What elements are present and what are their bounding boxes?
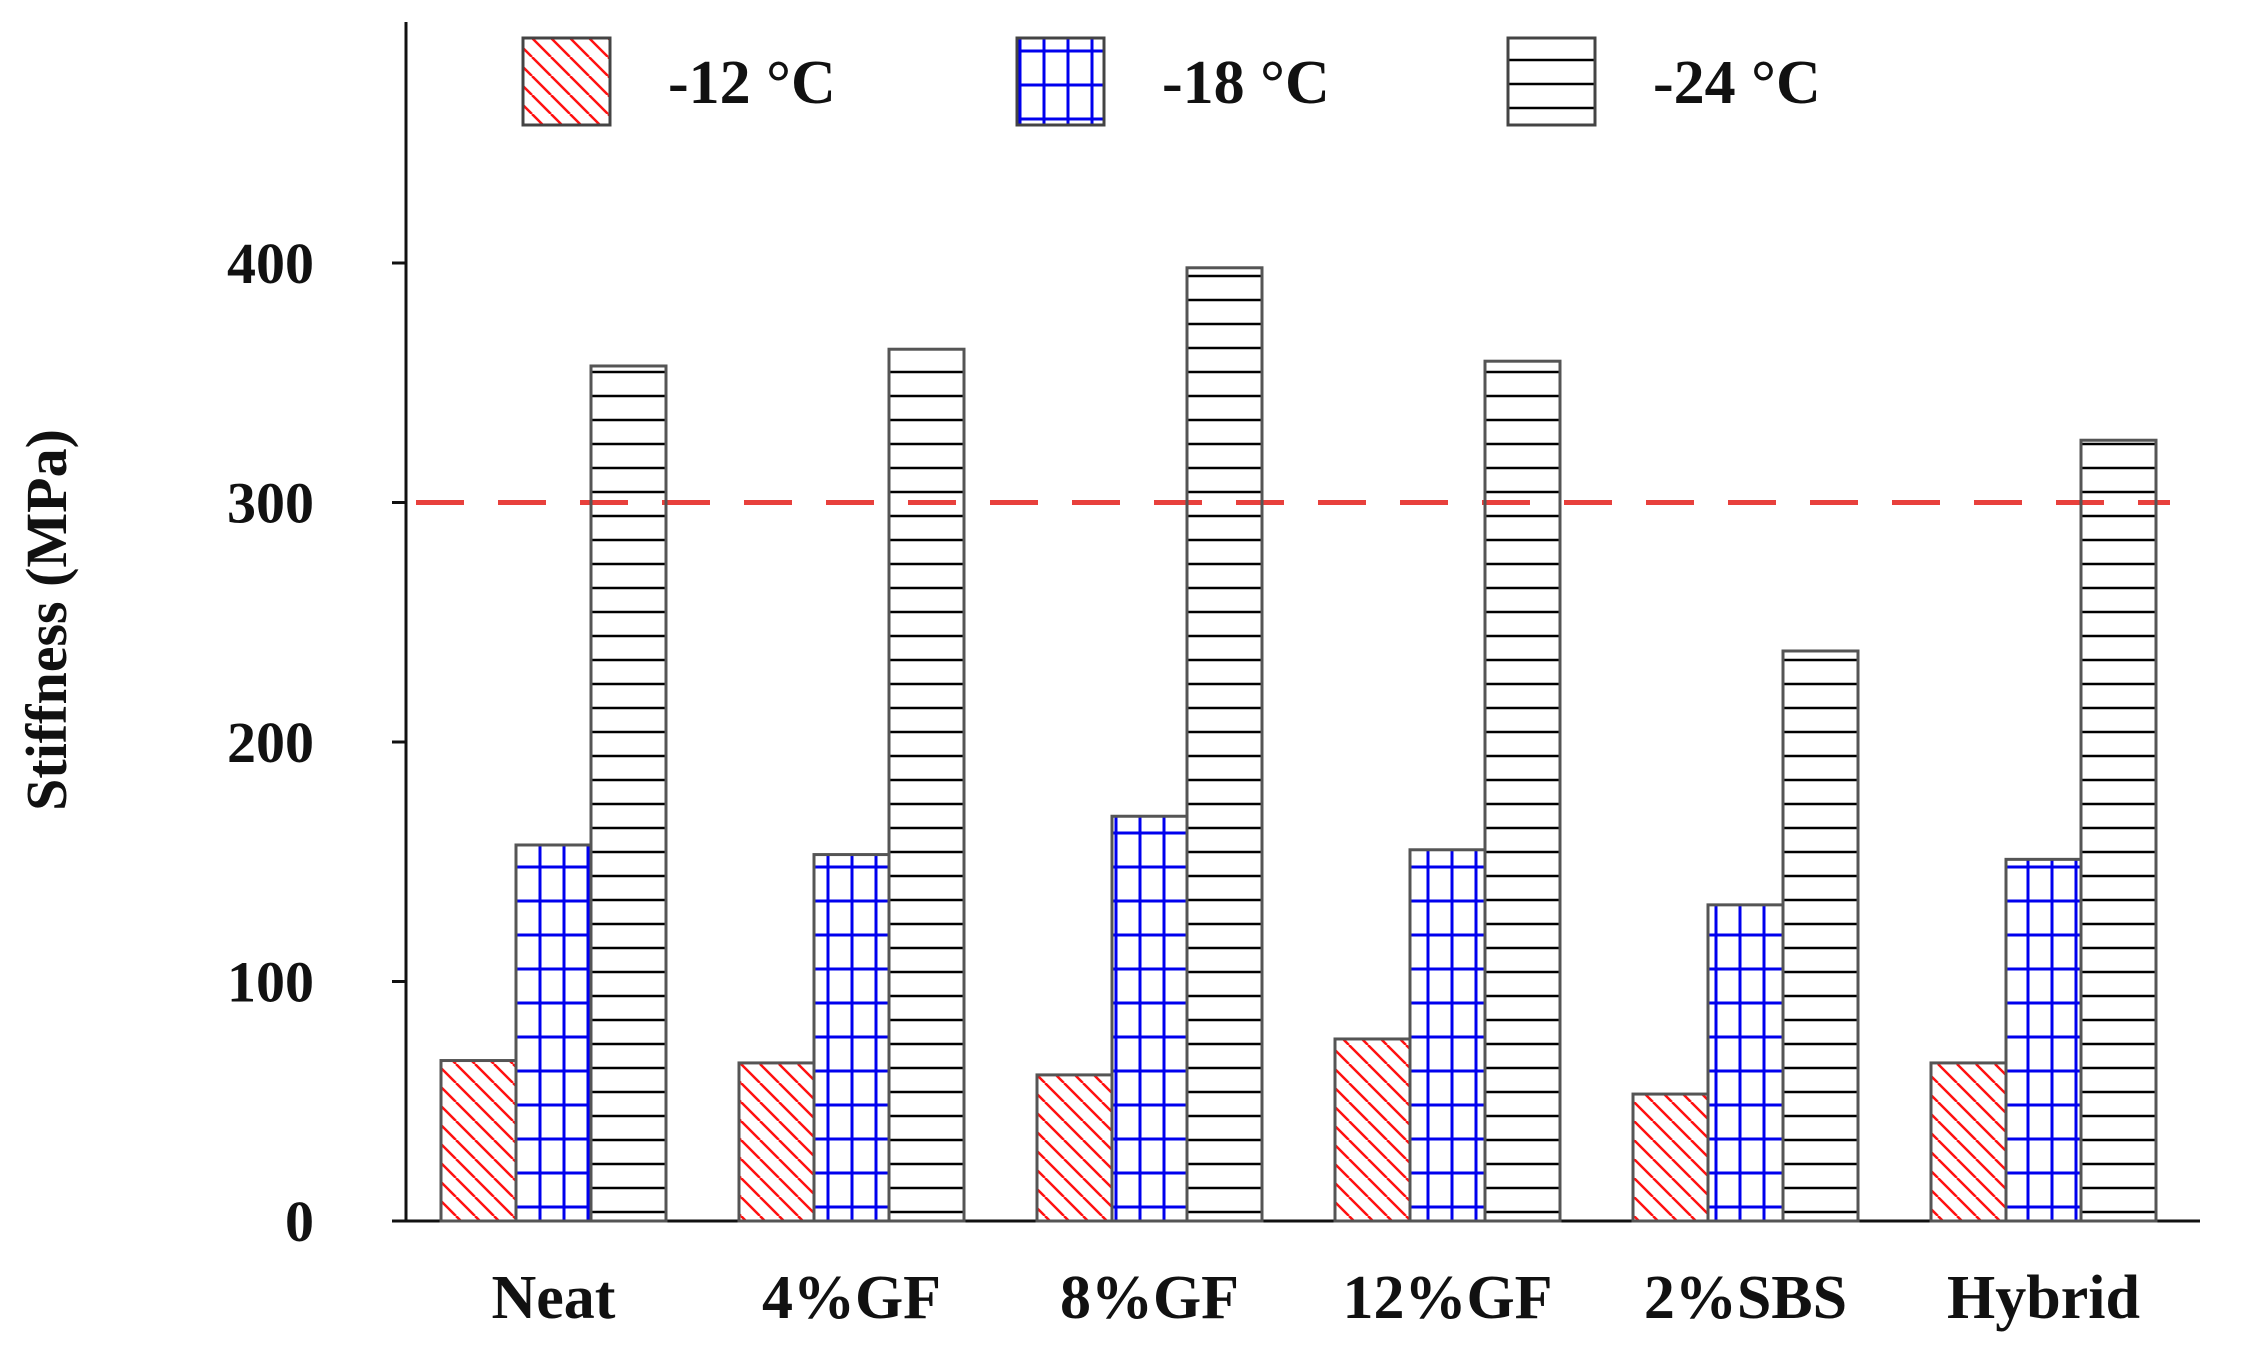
x-category-label: 8%GF <box>1060 1264 1239 1332</box>
bar-Neat--12 °C <box>439 1059 518 1223</box>
bar-4%GF--18 °C <box>812 853 891 1223</box>
bar-2%SBS--12 °C <box>1631 1092 1710 1223</box>
legend: -12 °C -18 °C -24 °C <box>521 36 1821 127</box>
bar-12%GF--12 °C <box>1333 1037 1412 1223</box>
x-category-label: 4%GF <box>762 1264 941 1332</box>
legend-label: -18 °C <box>1162 49 1330 117</box>
y-axis-label: Stiffness (MPa) <box>14 429 79 811</box>
x-category-label: Hybrid <box>1947 1264 2140 1332</box>
bar-12%GF--24 °C <box>1483 359 1562 1223</box>
axes <box>392 22 2200 1223</box>
bar-8%GF--12 °C <box>1035 1073 1114 1223</box>
bar-2%SBS--18 °C <box>1706 903 1785 1223</box>
bar-Hybrid--24 °C <box>2079 438 2158 1223</box>
bar-Neat--24 °C <box>589 364 668 1223</box>
bar-Hybrid--18 °C <box>2004 857 2083 1223</box>
bar-2%SBS--24 °C <box>1781 649 1860 1223</box>
bar-12%GF--18 °C <box>1408 848 1487 1223</box>
y-tick-label: 100 <box>227 950 314 1015</box>
legend-swatch <box>521 36 612 127</box>
bar-Hybrid--12 °C <box>1929 1061 2008 1223</box>
y-tick-label: 0 <box>285 1189 314 1254</box>
legend-label: -24 °C <box>1653 49 1821 117</box>
bar-8%GF--24 °C <box>1185 266 1264 1223</box>
x-category-label: 2%SBS <box>1644 1264 1847 1332</box>
x-category-label: 12%GF <box>1342 1264 1552 1332</box>
y-tick-label: 300 <box>227 471 314 536</box>
bar-4%GF--12 °C <box>737 1061 816 1223</box>
bar-4%GF--24 °C <box>887 347 966 1223</box>
legend-swatch <box>1506 36 1597 127</box>
y-tick-label: 400 <box>227 231 314 296</box>
bar-8%GF--18 °C <box>1110 814 1189 1223</box>
y-tick-label: 200 <box>227 710 314 775</box>
legend-swatch <box>1015 36 1106 127</box>
x-category-label: Neat <box>492 1264 616 1332</box>
bars <box>439 266 2158 1223</box>
legend-label: -12 °C <box>668 49 836 117</box>
bar-Neat--18 °C <box>514 843 593 1223</box>
y-tick-labels: 0 100 200 300 400 <box>227 231 314 1254</box>
x-category-labels: Neat 4%GF 8%GF 12%GF 2%SBS Hybrid <box>492 1264 2140 1332</box>
